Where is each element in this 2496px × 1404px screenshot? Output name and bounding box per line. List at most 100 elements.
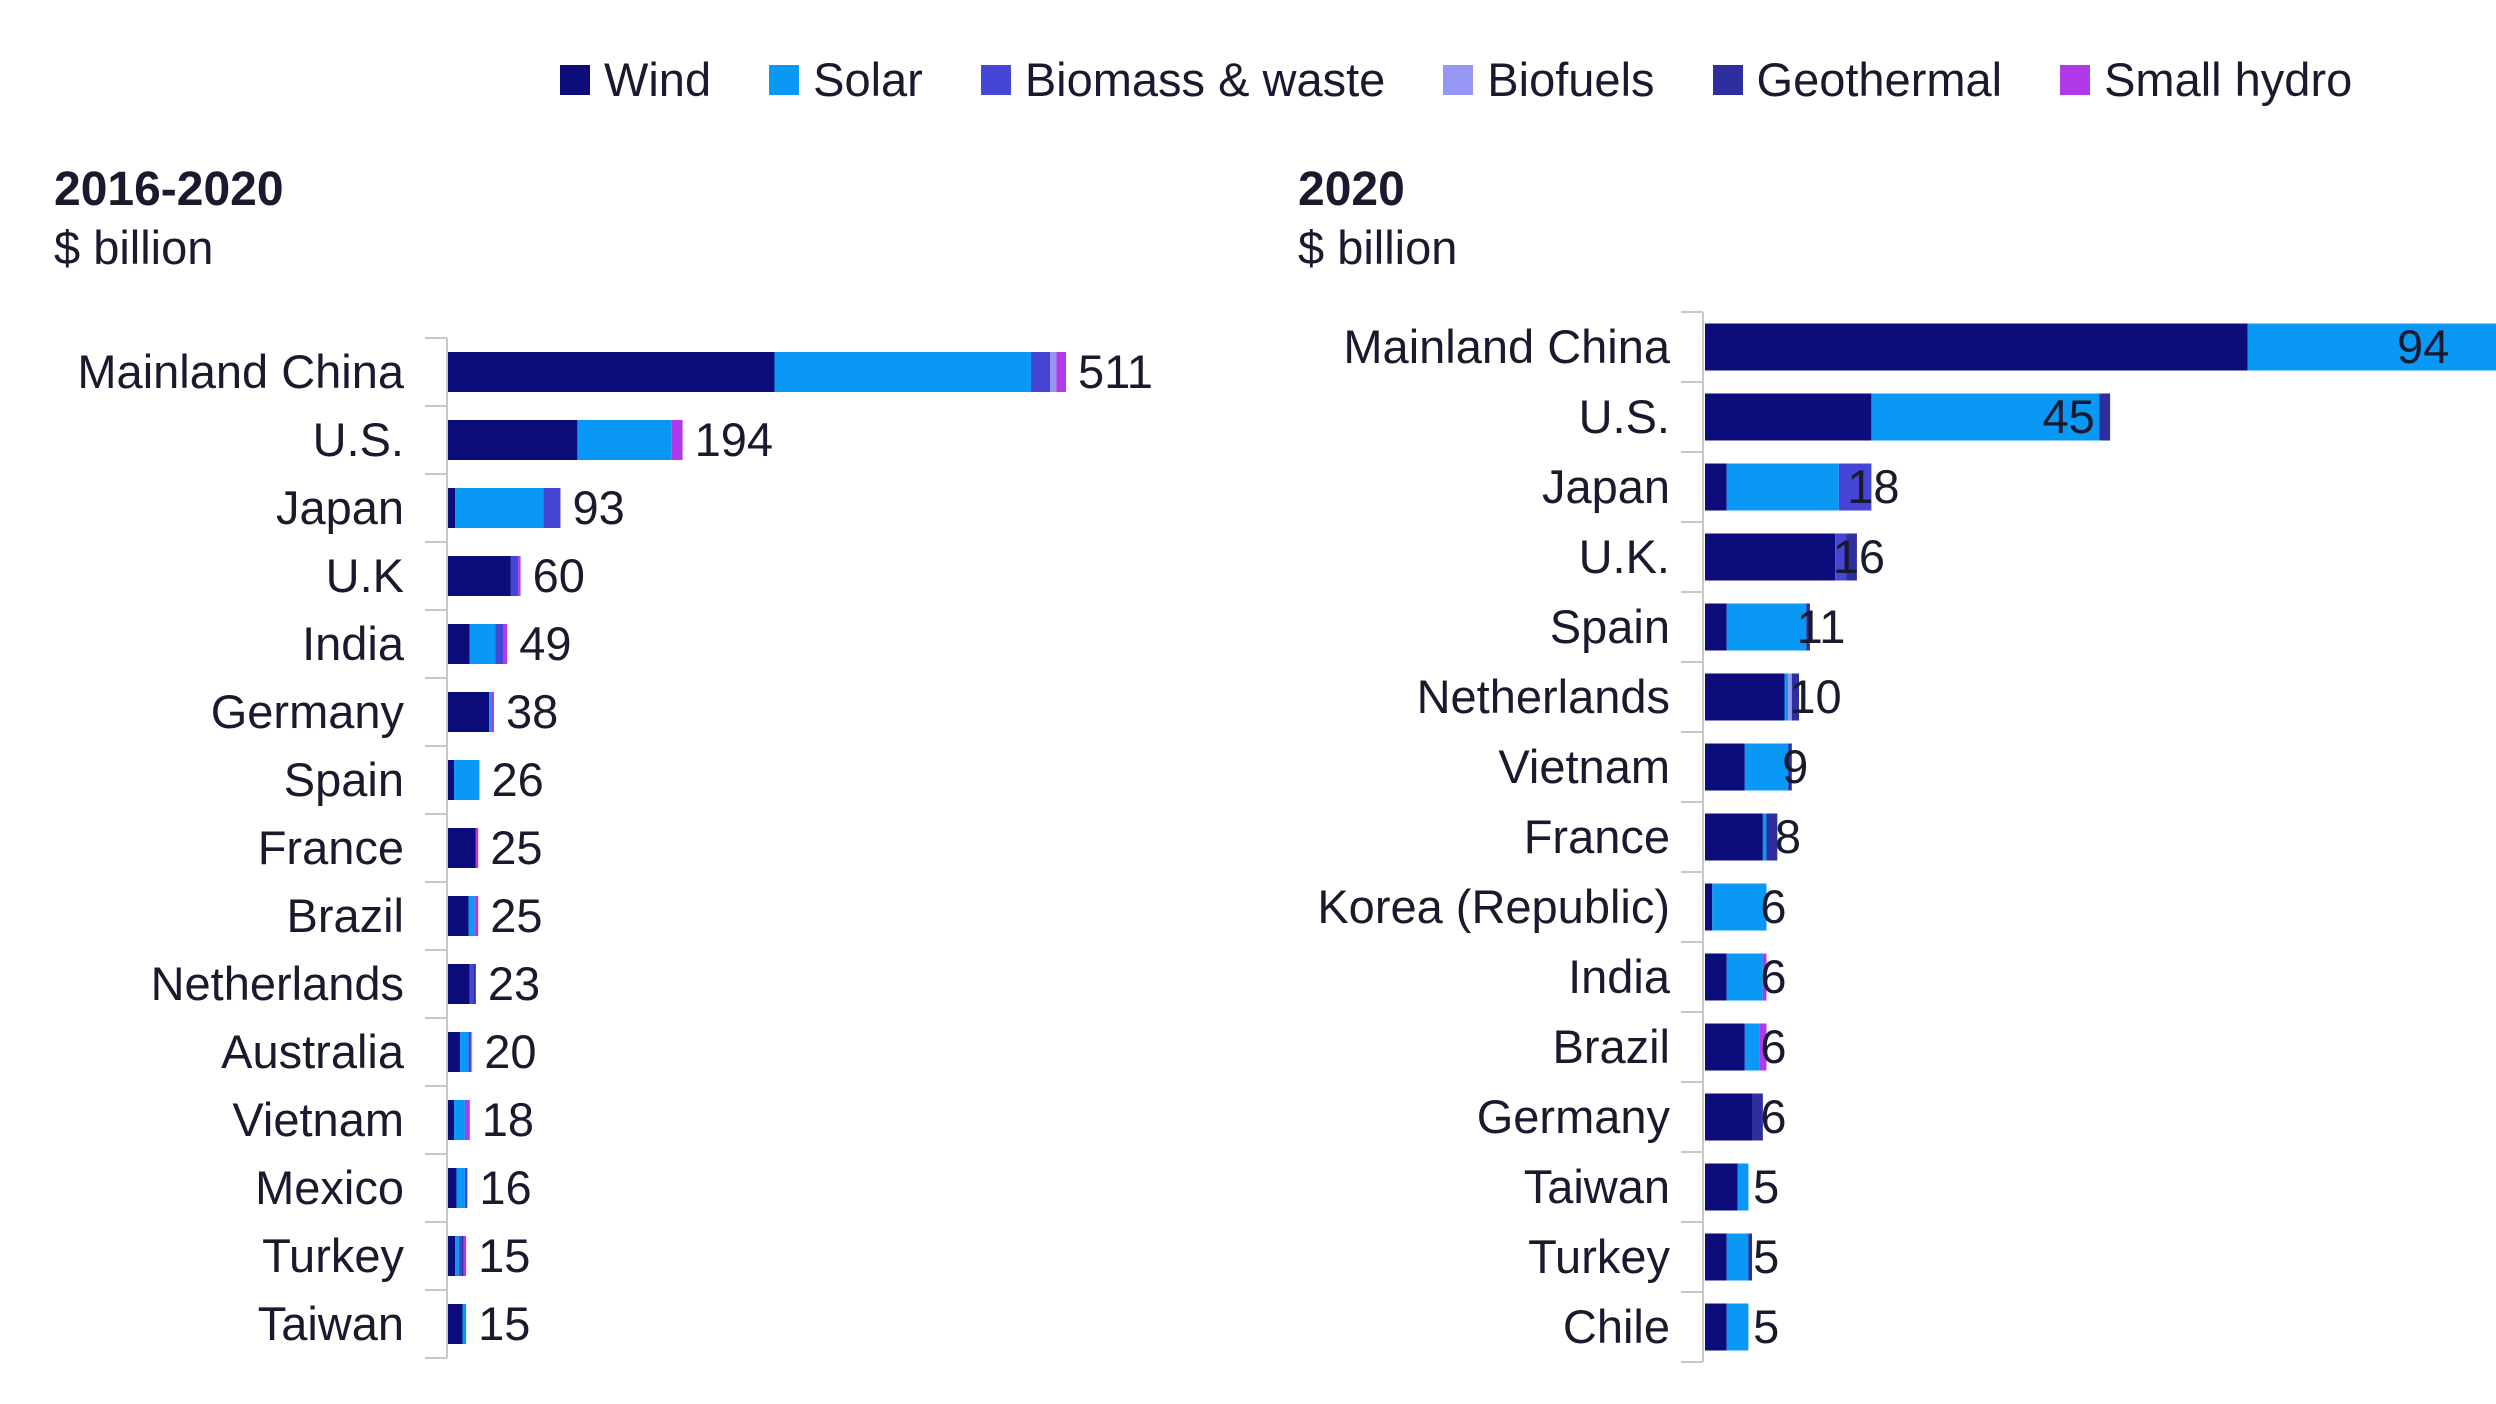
- bar-wind-india: [1705, 953, 1727, 1001]
- category-label: Vietnam: [1498, 740, 1670, 793]
- bar-geothermal-turkey: [461, 1236, 464, 1276]
- value-label: 5: [1753, 1300, 1779, 1353]
- value-label: 11: [1797, 600, 1846, 653]
- legend-swatch-biomass: [980, 65, 1011, 95]
- value-label: 5: [1753, 1230, 1779, 1283]
- category-label: Taiwan: [1524, 1160, 1670, 1213]
- bar-biomass-waste-mexico: [464, 1168, 468, 1208]
- legend-swatch-wind: [560, 65, 590, 95]
- legend-item-biofuels: Biofuels: [1443, 52, 1655, 108]
- category-label: Spain: [284, 753, 404, 806]
- category-label: Mainland China: [77, 345, 404, 398]
- bar-wind-vietnam: [448, 1100, 455, 1140]
- bar-biomass-waste-mainland-china: [1030, 352, 1051, 392]
- bar-biofuels-netherlands: [1788, 673, 1792, 721]
- value-label: 20: [484, 1025, 536, 1078]
- category-label: Australia: [221, 1025, 405, 1078]
- value-label: 23: [488, 957, 540, 1010]
- value-label: 25: [490, 821, 542, 874]
- category-label: Japan: [1542, 460, 1670, 513]
- value-label: 18: [1847, 460, 1899, 513]
- legend-label-solar: Solar: [813, 53, 923, 106]
- bar-wind-korea-republic: [1705, 883, 1713, 931]
- value-label: 93: [572, 481, 624, 534]
- value-label: 6: [1760, 950, 1786, 1003]
- category-label: Turkey: [1528, 1230, 1670, 1283]
- bar-solar-turkey: [1726, 1233, 1749, 1281]
- category-label: Mexico: [255, 1161, 404, 1214]
- bar-wind-turkey: [448, 1236, 456, 1276]
- category-label: Spain: [1550, 600, 1670, 653]
- bar-wind-u-s: [448, 420, 578, 460]
- bar-biomass-waste-australia: [468, 1032, 471, 1072]
- bar-small-hydro-brazil: [474, 896, 479, 936]
- bar-small-hydro-u-k: [518, 556, 521, 596]
- legend-item-wind: Wind: [560, 52, 711, 108]
- bar-biomass-waste-japan: [543, 488, 561, 528]
- category-label: Brazil: [1552, 1020, 1670, 1073]
- bar-wind-brazil: [1705, 1023, 1745, 1071]
- bar-wind-u-k: [1705, 533, 1836, 581]
- value-label: 94: [2397, 320, 2449, 373]
- bar-geothermal-u-s: [2099, 393, 2111, 441]
- value-label: 16: [1833, 530, 1885, 583]
- value-label: 60: [533, 549, 585, 602]
- value-label: 16: [479, 1161, 531, 1214]
- bar-geothermal-france: [1766, 813, 1778, 861]
- value-label: 26: [491, 753, 543, 806]
- bar-solar-japan: [455, 488, 544, 528]
- legend: Wind Solar Biomass & waste Biofuels Geot…: [560, 52, 2352, 108]
- legend-item-solar: Solar: [769, 52, 923, 108]
- legend-swatch-small-hydro: [2060, 65, 2091, 95]
- category-label: Germany: [211, 685, 405, 738]
- bar-geothermal-vietnam: [1788, 743, 1792, 791]
- category-label: Germany: [1477, 1090, 1671, 1143]
- legend-item-biomass: Biomass & waste: [980, 52, 1386, 108]
- bar-geothermal-netherlands: [1791, 673, 1800, 721]
- bar-wind-u-k: [448, 556, 511, 596]
- value-label: 6: [1760, 1020, 1786, 1073]
- category-label: Netherlands: [151, 957, 404, 1010]
- bar-solar-vietnam: [454, 1100, 465, 1140]
- bar-solar-spain: [1726, 603, 1807, 651]
- category-label: India: [1568, 950, 1671, 1003]
- bar-small-hydro-france: [475, 828, 479, 868]
- bar-solar-mexico: [456, 1168, 465, 1208]
- bar-geothermal-u-k: [1846, 533, 1857, 581]
- bar-biomass-waste-india: [495, 624, 504, 664]
- bar-small-hydro-germany: [491, 692, 494, 732]
- bar-solar-france: [1762, 813, 1767, 861]
- legend-label-biomass: Biomass & waste: [1024, 53, 1386, 106]
- bar-geothermal-turkey: [1748, 1233, 1753, 1281]
- legend-item-geothermal: Geothermal: [1712, 52, 2003, 108]
- panel-unit-2016-2020: $ billion: [54, 221, 214, 274]
- value-label: 38: [506, 685, 558, 738]
- legend-label-wind: Wind: [604, 53, 712, 106]
- value-label: 6: [1760, 880, 1786, 933]
- bar-solar-india: [1726, 953, 1763, 1001]
- bar-biomass-waste-u-k: [510, 556, 519, 596]
- bar-wind-spain: [448, 760, 455, 800]
- bar-wind-taiwan: [448, 1304, 463, 1344]
- bar-biofuels-mainland-china: [1050, 352, 1057, 392]
- bar-solar-u-s: [577, 420, 672, 460]
- bar-wind-france: [1705, 813, 1763, 861]
- legend-label-geothermal: Geothermal: [1756, 53, 2003, 106]
- bar-solar-chile: [1726, 1303, 1749, 1351]
- bar-biofuels-australia: [470, 1032, 473, 1072]
- bar-solar-japan: [1726, 463, 1839, 511]
- bar-small-hydro-brazil: [1759, 1023, 1767, 1071]
- bar-small-hydro-turkey: [463, 1236, 467, 1276]
- bar-wind-chile: [1705, 1303, 1727, 1351]
- category-label: U.K: [326, 549, 404, 602]
- bar-wind-germany: [1705, 1093, 1753, 1141]
- bar-wind-mexico: [448, 1168, 457, 1208]
- bar-biomass-waste-netherlands: [469, 964, 474, 1004]
- category-label: Turkey: [262, 1229, 404, 1282]
- category-label: Korea (Republic): [1317, 880, 1670, 933]
- bar-solar-vietnam: [1744, 743, 1789, 791]
- bar-wind-mainland-china: [448, 352, 775, 392]
- bar-geothermal-germany: [1752, 1093, 1763, 1141]
- bar-wind-france: [448, 828, 476, 868]
- value-label: 15: [478, 1229, 530, 1282]
